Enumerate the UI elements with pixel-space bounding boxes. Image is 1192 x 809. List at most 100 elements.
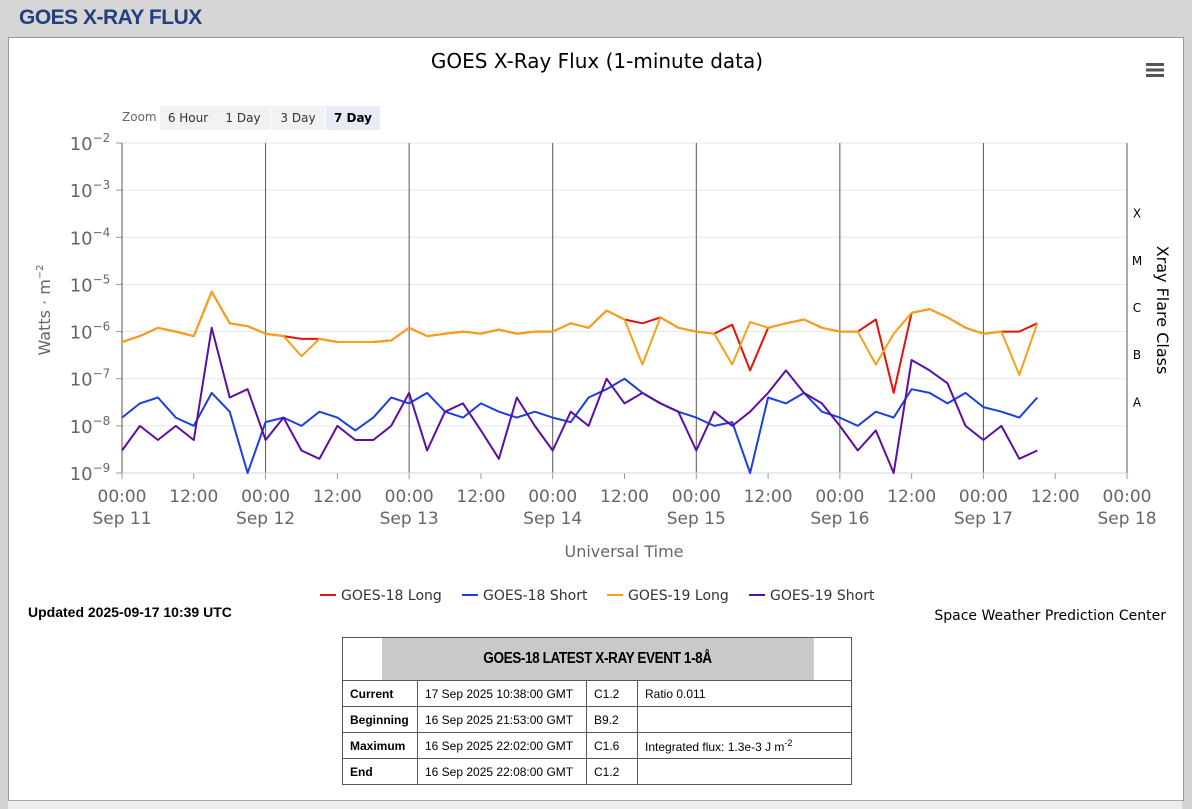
y-tick-label: 10−6 <box>70 320 111 344</box>
flare-class-label: A <box>1133 395 1142 409</box>
y-tick-label: 10−4 <box>70 225 111 249</box>
legend-label: GOES-19 Short <box>770 588 875 604</box>
event-time: 16 Sep 2025 22:02:00 GMT <box>417 732 587 759</box>
event-time: 17 Sep 2025 10:38:00 GMT <box>417 680 587 707</box>
y-tick-base: 10 <box>70 464 93 485</box>
plot-area <box>121 142 1128 474</box>
y-tick-label: 10−8 <box>70 414 111 438</box>
y-tick-base: 10 <box>70 228 93 249</box>
menu-button[interactable] <box>1146 63 1164 77</box>
zoom-button[interactable]: 1 Day <box>216 106 270 130</box>
header: GOES X-RAY FLUX <box>0 0 1192 36</box>
note-cell <box>637 706 852 733</box>
legend-label: GOES-18 Long <box>341 588 442 604</box>
y2-axis-title: Xray Flare Class <box>1153 246 1172 375</box>
y-axis-title: Watts · m−2 <box>35 264 54 355</box>
note: Ratio 0.011 <box>645 686 706 701</box>
x-tick-label: 12:00 <box>456 487 505 507</box>
table-row: End 16 Sep 2025 22:08:00 GMT C1.2 <box>342 758 852 785</box>
event-table: GOES-18 LATEST X-RAY EVENT 1-8Å Current 1… <box>342 637 852 785</box>
y-axis-title-text: Watts · m <box>35 279 54 355</box>
x-tick-label: Sep 18 <box>1097 509 1156 529</box>
y-tick-base: 10 <box>70 134 93 155</box>
event-time: 16 Sep 2025 22:08:00 GMT <box>417 758 587 785</box>
y-tick-exponent: −4 <box>93 225 111 239</box>
y-tick-label: 10−2 <box>70 131 111 155</box>
x-tick-label: Sep 14 <box>523 509 582 529</box>
flare-class: C1.6 <box>586 732 638 759</box>
y-tick-exponent: −6 <box>93 320 111 334</box>
y-tick-label: 10−9 <box>70 461 111 485</box>
x-tick-label: 12:00 <box>744 487 793 507</box>
note-cell: Integrated flux: 1.3e-3 J m-2 <box>637 732 852 759</box>
y-tick-exponent: −8 <box>93 414 111 428</box>
table-row: Maximum 16 Sep 2025 22:02:00 GMT C1.6 Integ… <box>342 732 852 759</box>
series-line <box>121 377 1039 474</box>
legend-item[interactable]: GOES-18 Long <box>320 588 442 604</box>
row-label: Maximum <box>342 732 418 759</box>
y-tick-label: 10−5 <box>70 272 111 296</box>
x-tick-label: 00:00 <box>98 487 147 507</box>
y-tick-exponent: −3 <box>93 178 111 192</box>
y-axis-title-exponent: −2 <box>35 264 46 279</box>
note-exponent: -2 <box>784 737 793 748</box>
x-tick-label: Sep 16 <box>810 509 869 529</box>
zoom-button[interactable]: 6 Hour <box>160 106 216 130</box>
x-tick-label: 00:00 <box>385 487 434 507</box>
y-tick-label: 10−3 <box>70 178 111 202</box>
note-cell: Ratio 0.011 <box>637 680 852 707</box>
x-tick-label: Sep 15 <box>667 509 726 529</box>
zoom-label: Zoom <box>122 110 157 124</box>
series-line <box>121 290 1039 376</box>
table-row: Current 17 Sep 2025 10:38:00 GMT C1.2 Ratio… <box>342 680 852 707</box>
x-tick-label: Sep 13 <box>380 509 439 529</box>
legend-item[interactable]: GOES-19 Long <box>607 588 729 604</box>
x-tick-label: 12:00 <box>313 487 362 507</box>
menu-bar[interactable] <box>1146 68 1164 72</box>
chart: GOES X-Ray Flux (1-minute data) Universa… <box>35 49 1172 604</box>
note: Integrated flux: 1.3e-3 J m <box>645 739 785 754</box>
flare-class-label: B <box>1133 348 1141 362</box>
menu-bar[interactable] <box>1146 63 1164 66</box>
credit: Space Weather Prediction Center <box>934 608 1166 624</box>
x-tick-label: Sep 17 <box>954 509 1013 529</box>
zoom-button[interactable]: 7 Day <box>326 106 380 130</box>
page-title: GOES X-RAY FLUX <box>19 6 202 29</box>
y-tick-exponent: −7 <box>93 367 111 381</box>
legend-item[interactable]: GOES-19 Short <box>749 588 875 604</box>
bottom-bar <box>8 800 1182 809</box>
y-tick-base: 10 <box>70 323 93 344</box>
y-tick-label: 10−7 <box>70 367 111 391</box>
y-tick-base: 10 <box>70 181 93 202</box>
x-tick-label: 12:00 <box>1031 487 1080 507</box>
note-cell <box>637 758 852 785</box>
flare-class: B9.2 <box>586 706 638 733</box>
y-tick-exponent: −2 <box>93 131 111 145</box>
legend-item[interactable]: GOES-18 Short <box>462 588 588 604</box>
row-label: End <box>342 758 418 785</box>
menu-bar[interactable] <box>1146 74 1164 77</box>
table-row: Beginning 16 Sep 2025 21:53:00 GMT B9.2 <box>342 706 852 733</box>
y-tick-base: 10 <box>70 370 93 391</box>
x-tick-label: 00:00 <box>241 487 290 507</box>
x-tick-label: 00:00 <box>815 487 864 507</box>
table-body: Current 17 Sep 2025 10:38:00 GMT C1.2 Ratio… <box>342 680 852 785</box>
x-tick-label: 00:00 <box>672 487 721 507</box>
flare-class-label: X <box>1133 207 1141 221</box>
updated-time: Updated 2025-09-17 10:39 UTC <box>28 604 232 620</box>
series-line <box>121 326 1038 474</box>
legend-label: GOES-18 Short <box>483 588 588 604</box>
y-tick-base: 10 <box>70 275 93 296</box>
x-tick-label: Sep 12 <box>236 509 295 529</box>
zoom-button[interactable]: 3 Day <box>271 106 325 130</box>
chart-title: GOES X-Ray Flux (1-minute data) <box>431 49 763 73</box>
event-time: 16 Sep 2025 21:53:00 GMT <box>417 706 587 733</box>
table-header-row: GOES-18 LATEST X-RAY EVENT 1-8Å <box>343 637 852 681</box>
y-tick-base: 10 <box>70 417 93 438</box>
flare-class-label: M <box>1132 254 1142 268</box>
flare-class-label: C <box>1133 301 1141 315</box>
x-tick-label: Sep 11 <box>92 509 151 529</box>
x-tick-label: 00:00 <box>959 487 1008 507</box>
x-tick-label: 12:00 <box>887 487 936 507</box>
